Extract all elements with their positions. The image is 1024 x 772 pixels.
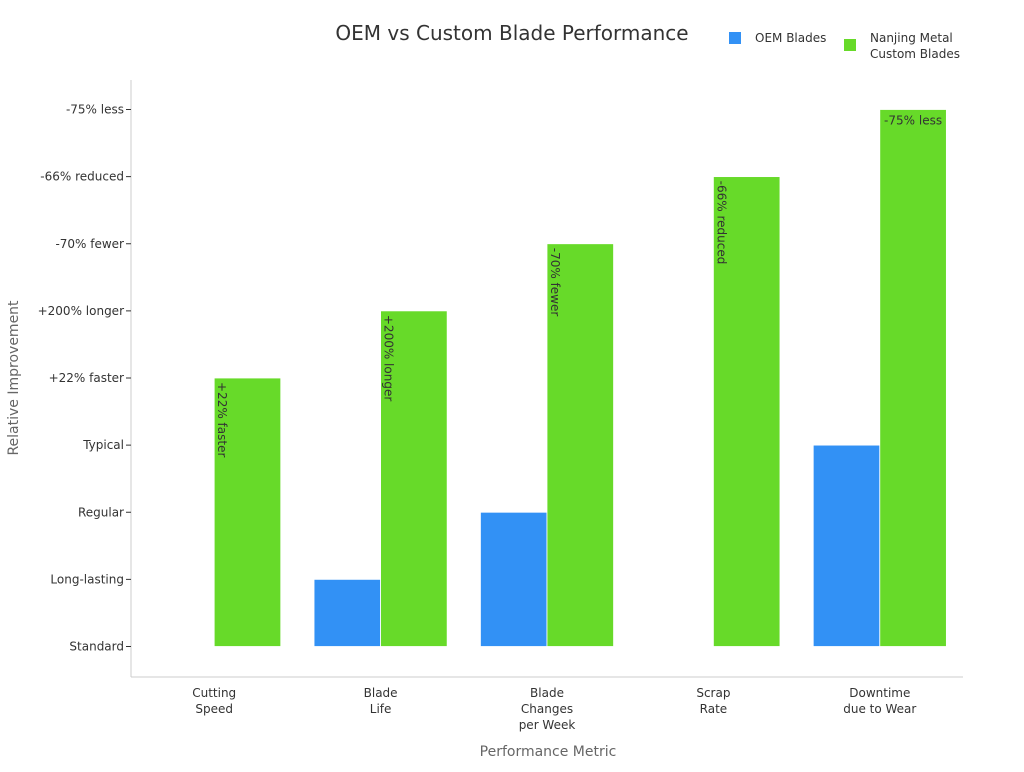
x-tick-label: Scrap Rate	[696, 686, 730, 716]
bar-value-label: +22% faster	[215, 382, 229, 457]
x-tick-label: Downtime due to Wear	[843, 686, 916, 716]
oem-bar	[812, 444, 881, 647]
x-axis-ticks: Cutting Speed Blade Life Blade Changes per Wee…	[192, 686, 916, 732]
y-tick-label: Long-lasting	[50, 572, 124, 586]
y-tick-label: -70% fewer	[55, 237, 124, 251]
x-tick-label: Blade Life	[364, 686, 398, 716]
oem-bar	[313, 578, 382, 647]
bars: +22% faster +200% longer -70% fewer -66% re…	[213, 109, 947, 647]
bar-value-label: -66% reduced	[714, 181, 728, 265]
y-tick-label: Standard	[69, 640, 124, 654]
x-tick-label: Cutting Speed	[192, 686, 236, 716]
y-tick-label: -66% reduced	[40, 170, 124, 184]
custom-bar	[713, 176, 781, 647]
custom-bar	[380, 310, 448, 647]
y-axis-ticks: Standard Long-lasting Regular Typical +22% f…	[38, 103, 131, 654]
y-tick-label: +200% longer	[38, 304, 124, 318]
legend-label-oem: OEM Blades	[755, 31, 826, 45]
x-axis-label: Performance Metric	[480, 744, 617, 760]
legend-swatch-oem	[729, 32, 741, 44]
custom-bar	[546, 243, 614, 647]
y-tick-label: Regular	[78, 505, 124, 519]
bar-value-label: -75% less	[884, 114, 942, 128]
legend-label-custom: Nanjing Metal Custom Blades	[870, 31, 960, 61]
bar-value-label: +200% longer	[382, 315, 396, 401]
custom-bar	[879, 109, 947, 647]
y-tick-label: +22% faster	[49, 371, 124, 385]
x-tick-label: Blade Changes per Week	[519, 686, 576, 732]
oem-bar	[480, 511, 548, 647]
bar-value-label: -70% fewer	[548, 248, 562, 317]
legend: OEM Blades Nanjing Metal Custom Blades	[729, 31, 960, 61]
legend-swatch-custom	[844, 39, 856, 51]
y-tick-label: -75% less	[66, 103, 124, 117]
y-axis-label: Relative Improvement	[6, 300, 22, 456]
y-tick-label: Typical	[82, 438, 124, 452]
custom-bar	[213, 377, 282, 647]
chart-title: OEM vs Custom Blade Performance	[335, 21, 688, 45]
